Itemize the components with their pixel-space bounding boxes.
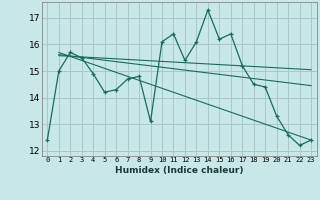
X-axis label: Humidex (Indice chaleur): Humidex (Indice chaleur) [115,166,244,175]
